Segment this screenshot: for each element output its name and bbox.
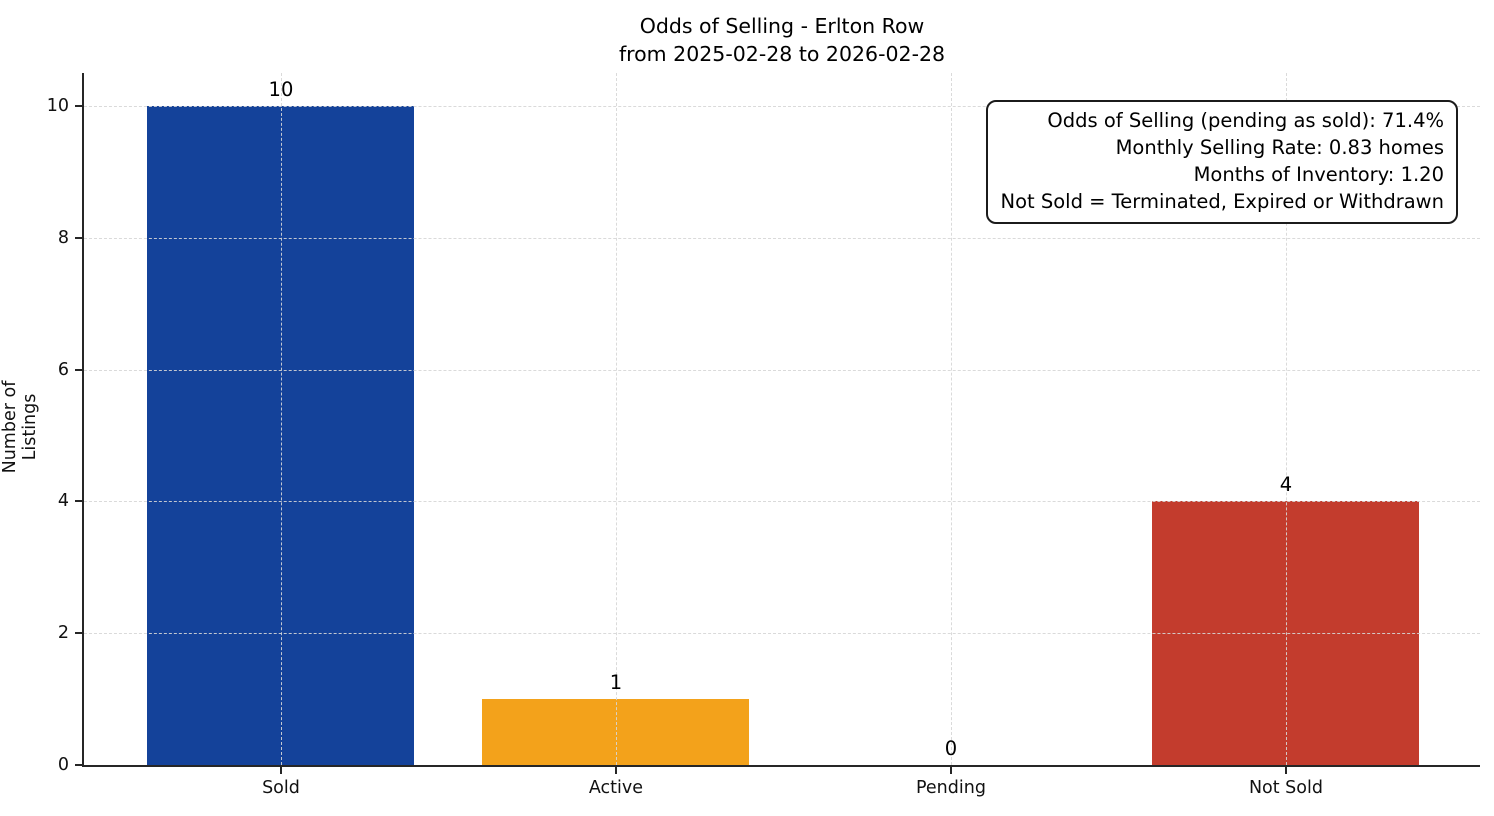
gridline-horizontal (84, 105, 1480, 107)
x-axis-spine (82, 765, 1480, 767)
bar-value-label: 4 (1279, 473, 1293, 497)
y-tick-mark (75, 368, 82, 371)
y-axis-spine (82, 73, 84, 767)
y-tick-label: 8 (57, 227, 69, 248)
annotation-line-rate: Monthly Selling Rate: 0.83 homes (1115, 136, 1444, 159)
x-tick-mark (614, 767, 617, 774)
y-tick-label: 6 (57, 359, 69, 380)
gridline-vertical (280, 73, 282, 765)
x-tick-label: Active (588, 778, 644, 798)
bar-value-label: 1 (609, 671, 623, 695)
y-tick-mark (75, 764, 82, 766)
x-tick-mark (1284, 767, 1287, 774)
annotation-line-notsold: Not Sold = Terminated, Expired or Withdr… (1000, 190, 1444, 213)
annotation-box: Odds of Selling (pending as sold): 71.4%… (986, 100, 1458, 224)
x-tick-mark (949, 767, 952, 774)
x-tick-label: Not Sold (1248, 778, 1323, 798)
chart-title: Odds of Selling - Erlton Row (639, 14, 925, 38)
x-tick-label: Sold (262, 778, 300, 798)
y-tick-label: 2 (57, 623, 69, 644)
chart-title-block: Odds of Selling - Erlton Row from 2025-0… (84, 12, 1480, 68)
gridline-horizontal (84, 369, 1480, 371)
x-tick-mark (279, 767, 282, 774)
gridline-vertical (950, 73, 952, 765)
gridline-vertical (1285, 73, 1287, 765)
annotation-line-odds: Odds of Selling (pending as sold): 71.4% (1047, 109, 1444, 132)
bar-value-label: 0 (944, 737, 958, 760)
y-tick-label: 0 (57, 755, 69, 775)
y-tick-label: 10 (46, 95, 69, 116)
y-tick-mark (75, 104, 82, 107)
chart-subtitle: from 2025-02-28 to 2026-02-28 (618, 42, 946, 66)
gridline-horizontal (84, 501, 1480, 503)
y-tick-mark (75, 500, 82, 503)
annotation-line-inventory: Months of Inventory: 1.20 (1193, 163, 1444, 186)
gridline-horizontal (84, 633, 1480, 635)
gridline-horizontal (84, 237, 1480, 239)
bar-value-label: 10 (268, 77, 294, 101)
y-tick-label: 4 (57, 491, 69, 512)
gridline-vertical (615, 73, 617, 765)
y-tick-mark (75, 236, 82, 239)
x-tick-label: Pending (915, 778, 986, 798)
y-tick-mark (75, 632, 82, 635)
